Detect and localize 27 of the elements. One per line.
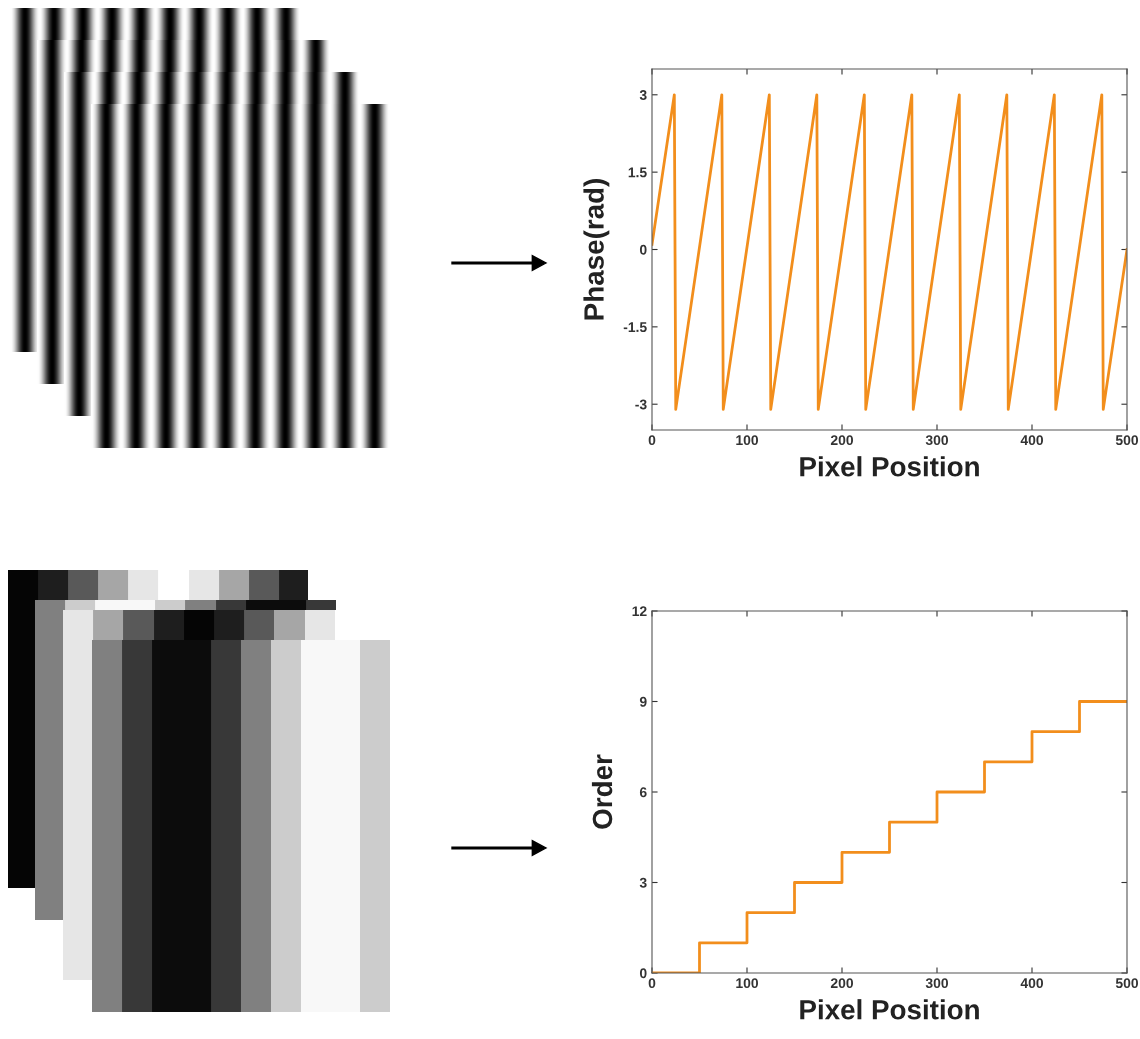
x-axis-title: Pixel Position <box>800 456 979 477</box>
y-tick-label: 0 <box>639 244 647 255</box>
x-tick-label: 500 <box>1115 435 1139 446</box>
line-series <box>652 93 1127 411</box>
x-tick-label: 200 <box>830 435 854 446</box>
y-tick-label: -3 <box>635 399 647 410</box>
x-tick-label: 400 <box>1020 435 1044 446</box>
y-tick-label: 0 <box>639 968 647 979</box>
x-tick-label: 300 <box>925 978 949 989</box>
x-axis-title: Pixel Position <box>800 999 979 1020</box>
y-axis-title: Phase(rad) <box>583 179 610 320</box>
y-tick-label: 6 <box>639 787 647 798</box>
x-tick-label: 300 <box>925 435 949 446</box>
y-axis-title: Order <box>591 754 613 829</box>
x-tick-label: 500 <box>1115 978 1139 989</box>
x-tick-label: 0 <box>648 978 656 989</box>
y-tick-label: 3 <box>639 90 647 100</box>
x-tick-label: 0 <box>648 435 656 446</box>
y-tick-label: 9 <box>639 696 647 707</box>
x-tick-label: 400 <box>1020 978 1044 989</box>
y-tick-label: -1.5 <box>623 322 647 333</box>
x-tick-label: 100 <box>736 978 759 989</box>
y-tick-label: 3 <box>639 877 647 888</box>
y-tick-label: 1.5 <box>628 167 647 178</box>
x-tick-label: 100 <box>736 435 759 446</box>
y-tick-label: 12 <box>632 606 647 617</box>
x-tick-label: 200 <box>830 978 854 989</box>
